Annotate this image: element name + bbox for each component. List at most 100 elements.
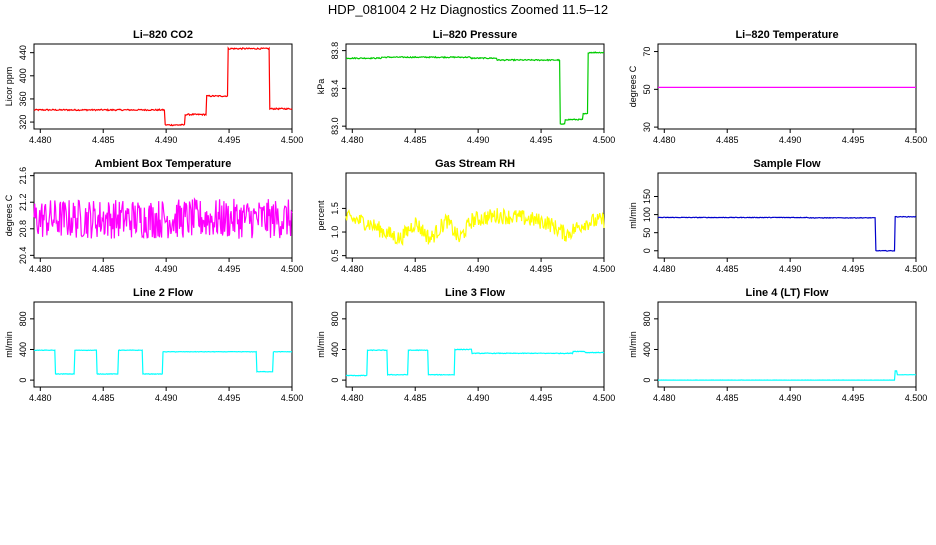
x-tick-label: 4.485	[92, 135, 115, 145]
x-tick-label: 4.490	[467, 135, 490, 145]
y-tick-label: 0.5	[330, 249, 340, 262]
plot-frame	[657, 301, 917, 388]
y-tick-label: 30	[642, 122, 652, 132]
series-line-sample-flow	[657, 215, 917, 252]
panel-title: Li–820 Temperature	[735, 29, 838, 41]
x-tick-label: 4.485	[92, 264, 115, 274]
x-tick-label: 4.490	[155, 264, 178, 274]
x-tick-label: 4.495	[218, 393, 241, 403]
y-tick-label: 83.8	[330, 42, 340, 60]
panel-title: Ambient Box Temperature	[95, 158, 232, 170]
y-tick-label: 21.6	[18, 167, 28, 185]
plot-frame	[33, 43, 293, 130]
y-tick-label: 400	[18, 342, 28, 357]
y-tick-label: 0	[642, 248, 652, 253]
x-tick-label: 4.500	[281, 393, 304, 403]
panel-title: Sample Flow	[753, 158, 821, 170]
y-tick-label: 320	[18, 115, 28, 130]
y-tick-label: 1.0	[330, 226, 340, 239]
y-tick-label: 20.4	[18, 247, 28, 265]
x-tick-label: 4.485	[404, 264, 427, 274]
panel-title: Li–820 CO2	[133, 29, 193, 41]
plot-frame	[345, 43, 605, 130]
y-tick-label: 800	[642, 311, 652, 326]
y-tick-label: 83.4	[330, 80, 340, 98]
y-axis-label: kPa	[316, 79, 326, 95]
y-tick-label: 800	[330, 311, 340, 326]
y-axis-label: degrees C	[628, 65, 638, 107]
y-tick-label: 100	[642, 207, 652, 222]
x-tick-label: 4.480	[341, 393, 364, 403]
x-tick-label: 4.500	[593, 393, 616, 403]
x-tick-label: 4.500	[593, 264, 616, 274]
y-tick-label: 70	[642, 47, 652, 57]
series-line-li-820-pressure	[345, 51, 605, 125]
y-axis-label: Licor ppm	[4, 67, 14, 107]
panel-line-4-lt-flow: Line 4 (LT) Flow 4.480 4.485 4.490 4.495 4.50…	[628, 287, 927, 403]
y-tick-label: 400	[330, 342, 340, 357]
y-tick-label: 50	[642, 84, 652, 94]
figure-title: HDP_081004 2 Hz Diagnostics Zoomed 11.5–…	[328, 2, 608, 17]
x-tick-label: 4.500	[281, 135, 304, 145]
plot-frame	[33, 301, 293, 388]
y-tick-label: 20.8	[18, 220, 28, 238]
x-tick-label: 4.500	[905, 393, 928, 403]
y-tick-label: 1.5	[330, 202, 340, 215]
x-tick-label: 4.495	[530, 264, 553, 274]
x-tick-label: 4.495	[218, 264, 241, 274]
x-tick-label: 4.490	[155, 393, 178, 403]
panel-title: Li–820 Pressure	[433, 29, 517, 41]
y-axis-label: percent	[316, 200, 326, 231]
x-tick-label: 4.485	[716, 264, 739, 274]
panel-li-820-temperature: Li–820 Temperature 4.480 4.485 4.490 4.495 4.…	[628, 29, 927, 145]
panel-gas-stream-rh: Gas Stream RH 4.480 4.485 4.490 4.495 4.500 0.…	[316, 158, 615, 274]
y-tick-label: 360	[18, 91, 28, 106]
y-tick-label: 83.0	[330, 117, 340, 135]
plot-frame	[345, 301, 605, 388]
panel-li-820-pressure: Li–820 Pressure 4.480 4.485 4.490 4.495 4.500…	[316, 29, 615, 145]
panel-title: Line 2 Flow	[133, 287, 193, 299]
x-tick-label: 4.480	[653, 135, 676, 145]
panel-line-3-flow: Line 3 Flow 4.480 4.485 4.490 4.495 4.500 0 400…	[316, 287, 615, 403]
plot-frame	[657, 43, 917, 130]
panel-title: Line 4 (LT) Flow	[746, 287, 829, 299]
x-tick-label: 4.490	[467, 264, 490, 274]
y-tick-label: 400	[642, 342, 652, 357]
x-tick-label: 4.480	[29, 135, 52, 145]
x-tick-label: 4.480	[653, 393, 676, 403]
panel-ambient-box-temperature: Ambient Box Temperature 4.480 4.485 4.490 4.…	[4, 158, 303, 274]
x-tick-label: 4.500	[905, 135, 928, 145]
y-tick-label: 0	[642, 378, 652, 383]
x-tick-label: 4.480	[341, 135, 364, 145]
series-line-line-3-flow	[345, 348, 605, 377]
series-line-ambient-box-temperature	[33, 197, 293, 239]
panel-li-820-co2: Li–820 CO2 4.480 4.485 4.490 4.495 4.500 320 36…	[4, 29, 303, 145]
y-tick-label: 400	[18, 68, 28, 83]
x-tick-label: 4.495	[530, 135, 553, 145]
y-axis-label: ml/min	[316, 331, 326, 358]
x-tick-label: 4.480	[29, 264, 52, 274]
y-tick-label: 440	[18, 45, 28, 60]
y-tick-label: 150	[642, 189, 652, 204]
x-tick-label: 4.485	[404, 135, 427, 145]
y-axis-label: ml/min	[628, 331, 638, 358]
x-tick-label: 4.485	[92, 393, 115, 403]
y-axis-label: degrees C	[4, 194, 14, 236]
x-tick-label: 4.485	[716, 135, 739, 145]
x-tick-label: 4.490	[779, 393, 802, 403]
y-tick-label: 0	[330, 378, 340, 383]
x-tick-label: 4.490	[467, 393, 490, 403]
x-tick-label: 4.500	[281, 264, 304, 274]
y-axis-label: ml/min	[628, 202, 638, 229]
panel-title: Line 3 Flow	[445, 287, 505, 299]
series-line-line-2-flow	[33, 349, 292, 375]
x-tick-label: 4.480	[653, 264, 676, 274]
x-tick-label: 4.490	[779, 135, 802, 145]
y-tick-label: 50	[642, 228, 652, 238]
x-tick-label: 4.485	[716, 393, 739, 403]
x-tick-label: 4.495	[218, 135, 241, 145]
x-tick-label: 4.490	[779, 264, 802, 274]
series-line-gas-stream-rh	[345, 207, 605, 247]
